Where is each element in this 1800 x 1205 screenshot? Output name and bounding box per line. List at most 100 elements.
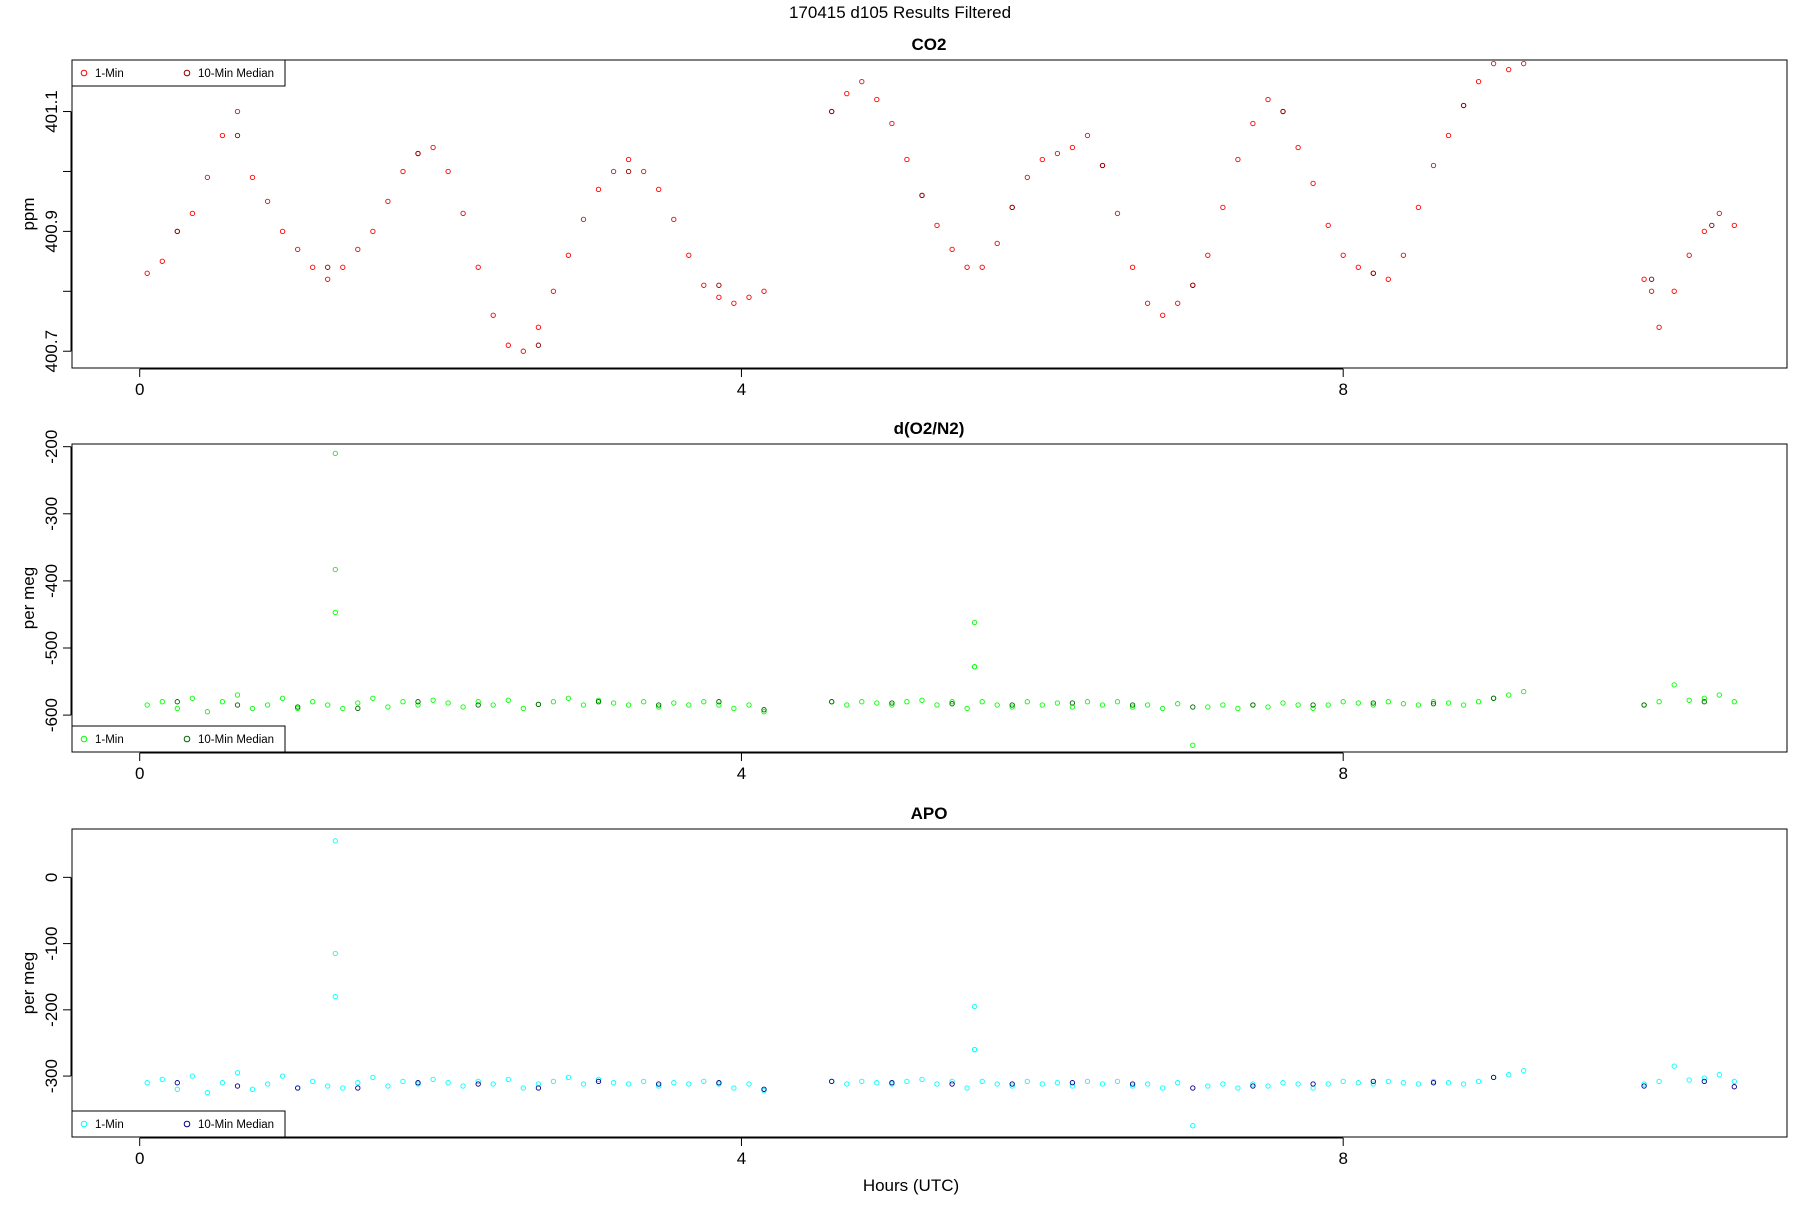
apo-panel-title: APO bbox=[911, 804, 948, 823]
apo-point bbox=[625, 1081, 632, 1087]
o2n2-median-point bbox=[475, 702, 481, 708]
o2n2-point bbox=[1430, 699, 1437, 705]
co2-point bbox=[1671, 288, 1677, 294]
apo-point bbox=[400, 1078, 406, 1085]
apo-point bbox=[934, 1081, 940, 1087]
o2n2-point bbox=[874, 700, 880, 706]
co2-point bbox=[904, 156, 910, 163]
o2n2-point bbox=[889, 702, 895, 708]
co2-legend-box bbox=[71, 59, 286, 87]
o2n2-median-point bbox=[295, 704, 301, 710]
apo-median-point bbox=[1701, 1078, 1707, 1085]
apo-point bbox=[565, 1074, 572, 1081]
o2n2-median-point bbox=[1701, 699, 1707, 705]
apo-y-tick-label: -200 bbox=[42, 993, 61, 1027]
co2-point bbox=[1641, 276, 1647, 282]
o2n2-point bbox=[1701, 695, 1707, 701]
co2-legend-median-label: 10-Min Median bbox=[198, 68, 274, 80]
co2-median-point bbox=[1099, 162, 1106, 169]
co2-median-point bbox=[1190, 282, 1196, 288]
apo-point bbox=[1099, 1081, 1106, 1087]
o2n2-point bbox=[1671, 682, 1677, 688]
co2-y-axis-label: ppm bbox=[19, 197, 38, 230]
apo-point bbox=[844, 1081, 850, 1087]
apo-median-point bbox=[295, 1085, 301, 1091]
apo-point bbox=[746, 1081, 752, 1087]
co2-point bbox=[1054, 150, 1061, 157]
o2n2-median-point bbox=[949, 701, 955, 707]
apo-point bbox=[249, 1086, 256, 1092]
o2n2-point bbox=[1099, 702, 1106, 708]
apo-median-point bbox=[595, 1078, 602, 1085]
o2n2-median-point bbox=[415, 699, 421, 705]
o2n2-point bbox=[971, 664, 978, 670]
apo-point bbox=[1521, 1068, 1527, 1074]
co2-x-tick-label: 0 bbox=[135, 380, 144, 399]
o2n2-point bbox=[641, 699, 647, 705]
o2n2-x-tick-label: 0 bbox=[135, 764, 144, 783]
o2n2-y-tick-label: -200 bbox=[42, 430, 61, 464]
apo-median-point bbox=[1370, 1078, 1376, 1085]
co2-point bbox=[746, 294, 752, 300]
apo-point bbox=[610, 1080, 617, 1086]
o2n2-point bbox=[1731, 699, 1737, 705]
co2-point bbox=[716, 294, 722, 300]
apo-y-tick-label: -300 bbox=[42, 1059, 61, 1093]
co2-point bbox=[1400, 252, 1407, 258]
o2n2-point bbox=[701, 699, 707, 705]
o2n2-point bbox=[189, 695, 196, 701]
co2-point bbox=[1310, 180, 1316, 187]
apo-median-point bbox=[1190, 1085, 1196, 1091]
apo-point bbox=[1009, 1083, 1015, 1089]
o2n2-point bbox=[1310, 705, 1316, 712]
apo-point bbox=[1370, 1081, 1376, 1087]
apo-point bbox=[430, 1076, 436, 1083]
o2n2-point bbox=[1355, 700, 1361, 706]
co2-point bbox=[1114, 210, 1121, 217]
apo-point bbox=[1641, 1081, 1647, 1087]
o2n2-point bbox=[844, 702, 850, 708]
o2n2-y-tick-label: -400 bbox=[42, 564, 61, 598]
apo-point bbox=[964, 1085, 970, 1091]
co2-point bbox=[565, 252, 572, 258]
o2n2-legend-box bbox=[71, 725, 286, 753]
co2-point bbox=[844, 90, 850, 97]
co2-point bbox=[889, 120, 895, 127]
co2-point bbox=[934, 222, 940, 229]
co2-median-point bbox=[919, 192, 925, 199]
co2-legend: 1-Min 10-Min Median bbox=[71, 59, 286, 87]
apo-point bbox=[332, 950, 338, 957]
apo-point bbox=[445, 1080, 451, 1086]
apo-point bbox=[1175, 1080, 1181, 1086]
o2n2-panel-title: d(O2/N2) bbox=[894, 419, 965, 438]
apo-x-axis: 0 4 8 bbox=[135, 1137, 1348, 1168]
co2-point bbox=[475, 264, 481, 270]
co2-point bbox=[550, 288, 557, 294]
co2-point bbox=[1731, 222, 1737, 229]
o2n2-point bbox=[332, 566, 338, 573]
o2n2-point bbox=[904, 699, 910, 705]
o2n2-point bbox=[1280, 700, 1286, 706]
co2-point bbox=[430, 144, 436, 151]
apo-point bbox=[1250, 1081, 1256, 1087]
o2n2-median-point bbox=[1310, 702, 1316, 708]
o2n2-point bbox=[1054, 700, 1061, 706]
co2-median-point bbox=[1009, 204, 1015, 211]
apo-point bbox=[279, 1073, 286, 1079]
co2-point bbox=[1069, 144, 1076, 151]
co2-median-point bbox=[1709, 222, 1715, 229]
co2-point bbox=[1475, 78, 1482, 85]
apo-point bbox=[1325, 1081, 1331, 1087]
apo-point bbox=[874, 1080, 880, 1086]
co2-y-axis: 400.7 400.9 401.1 bbox=[42, 90, 72, 372]
o2n2-median-point bbox=[1129, 702, 1136, 708]
co2-point bbox=[234, 108, 241, 115]
apo-point bbox=[641, 1078, 647, 1085]
co2-point bbox=[520, 348, 526, 354]
apo-point bbox=[1460, 1081, 1467, 1087]
co2-point bbox=[1129, 264, 1136, 270]
o2n2-point bbox=[475, 699, 481, 705]
o2n2-point bbox=[1024, 699, 1030, 705]
co2-point bbox=[1235, 156, 1241, 163]
apo-point bbox=[310, 1078, 316, 1085]
